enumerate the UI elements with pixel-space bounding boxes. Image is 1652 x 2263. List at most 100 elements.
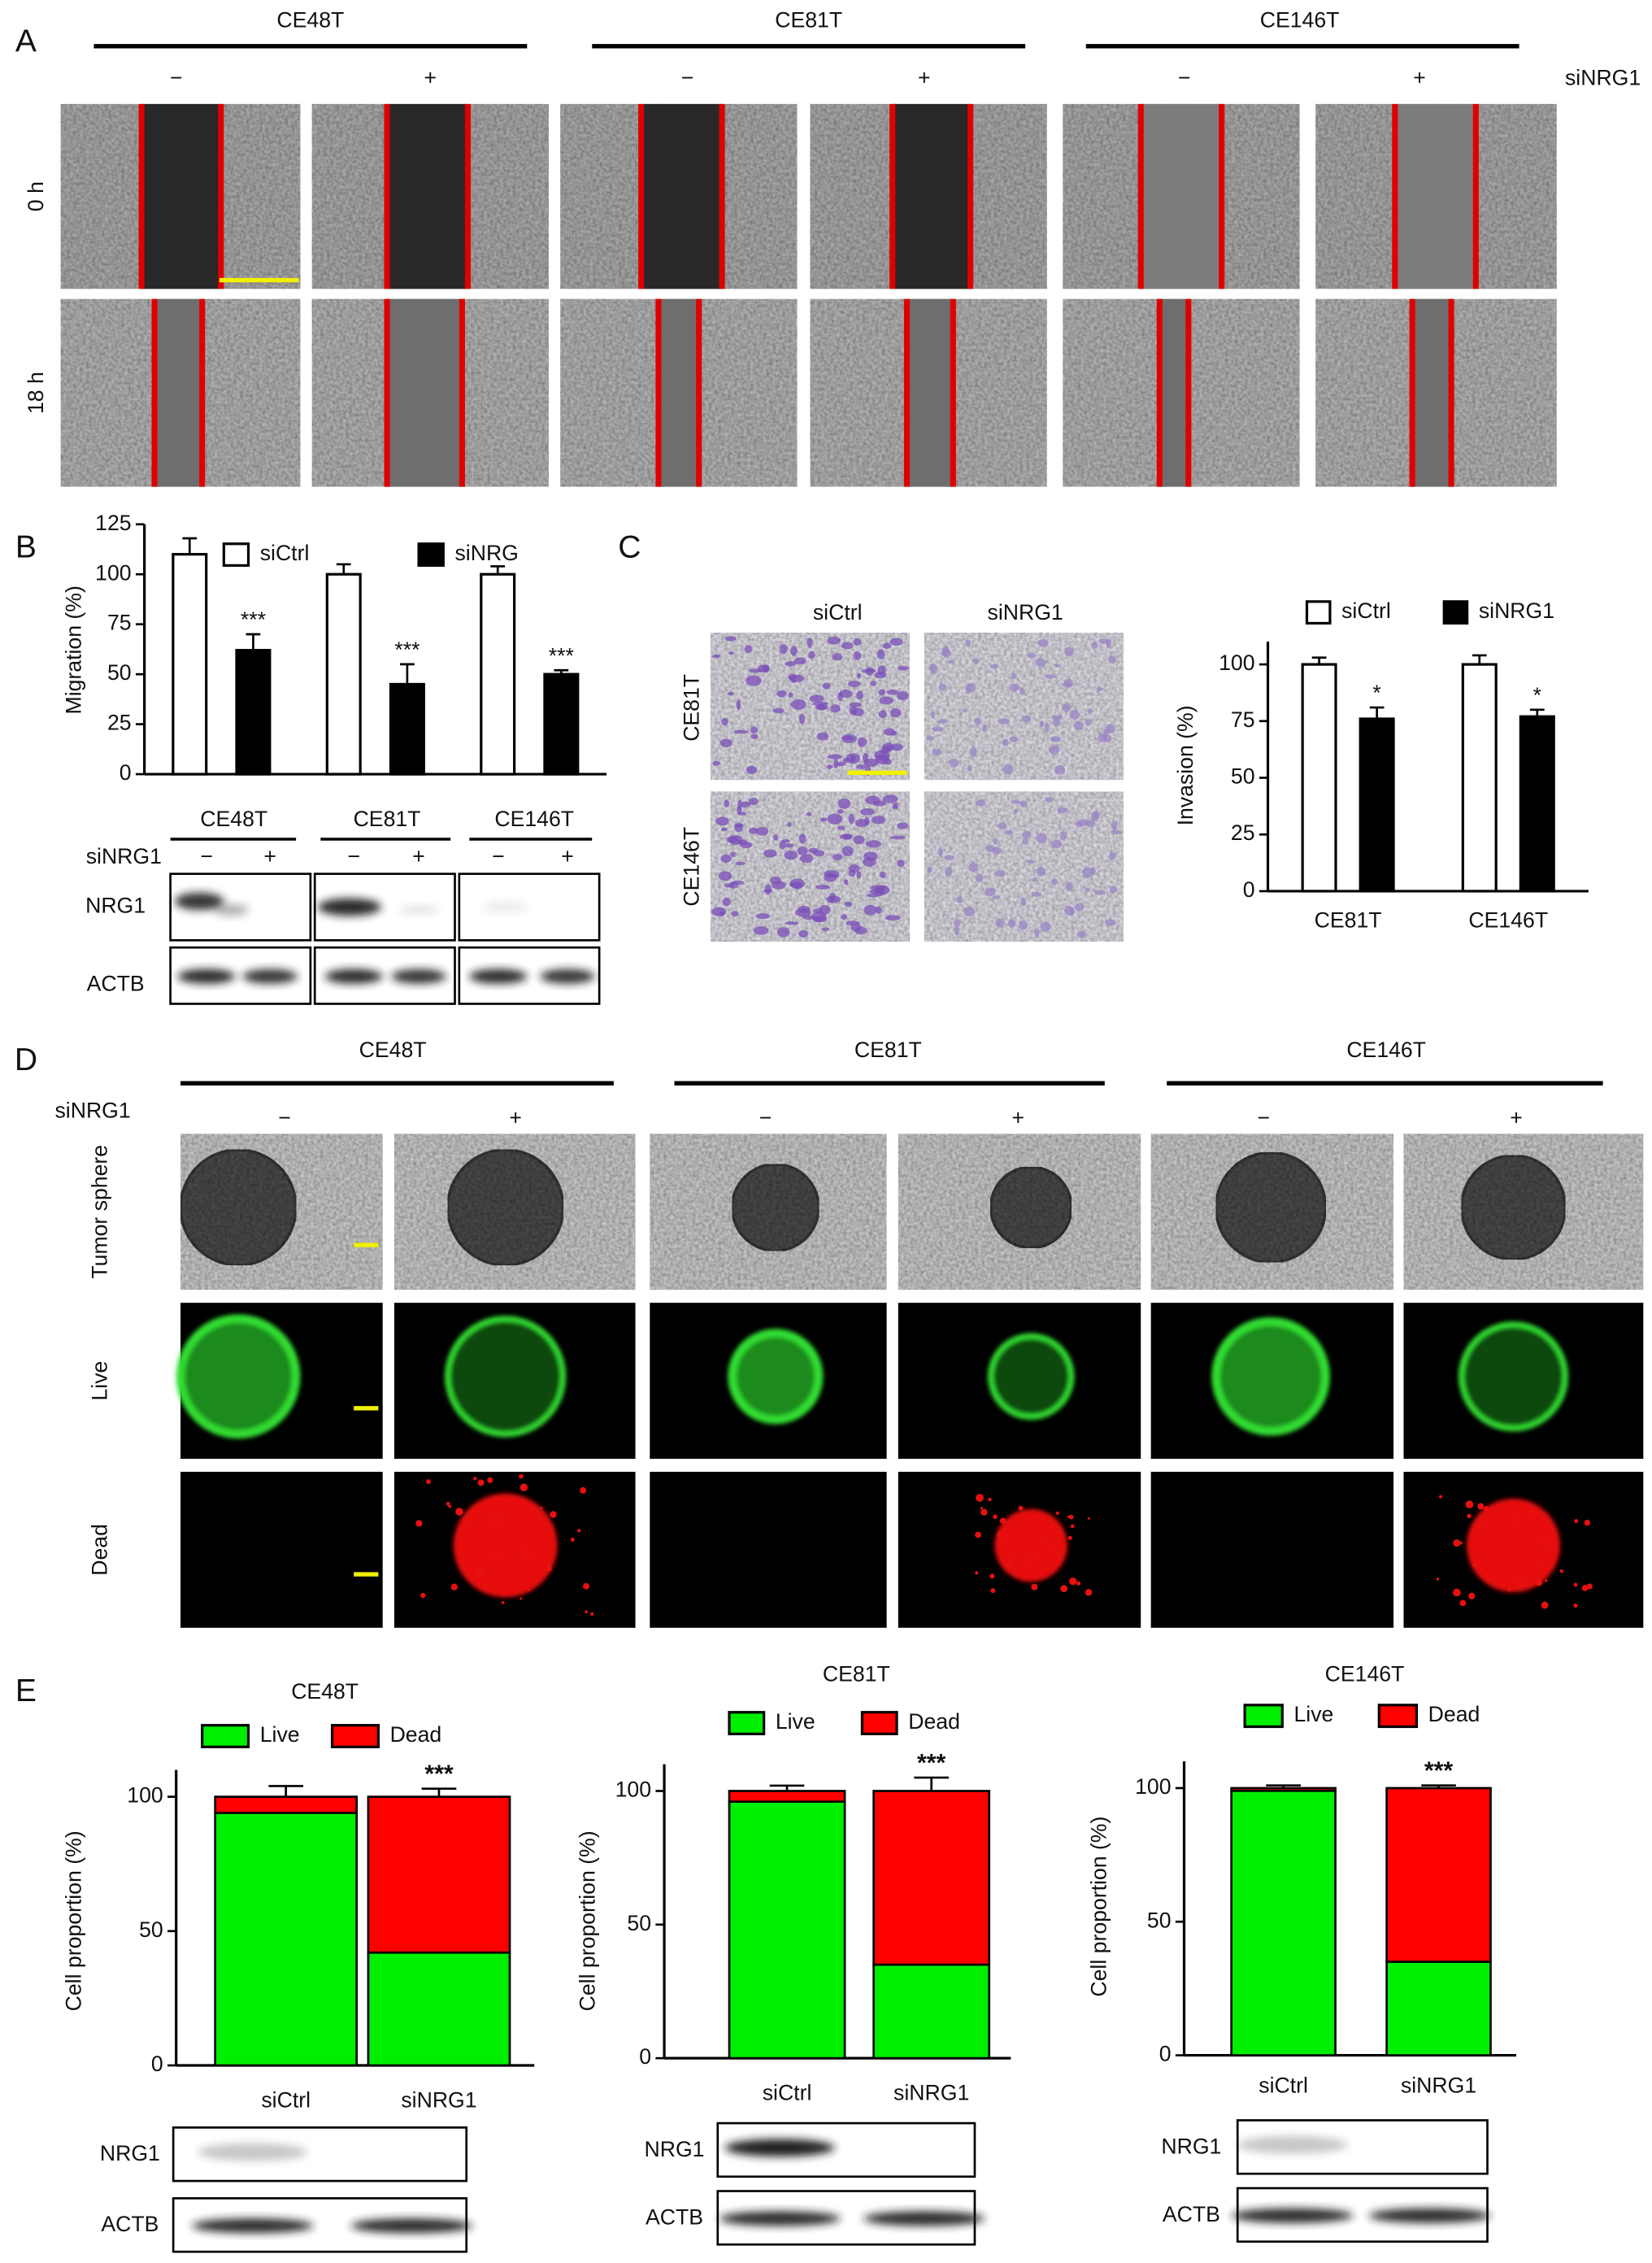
invaded-cell <box>795 908 811 917</box>
invaded-cell <box>926 735 934 741</box>
dead-cell <box>1018 1505 1024 1511</box>
invaded-cell <box>892 805 899 810</box>
invaded-cell <box>1096 687 1104 691</box>
protein-label: ACTB <box>646 2204 703 2229</box>
blot-band <box>350 2218 472 2234</box>
dead-cell <box>1545 1579 1548 1582</box>
dead-cell <box>1465 1500 1474 1508</box>
invaded-cell <box>982 724 988 733</box>
y-tick-label: 0 <box>639 2044 651 2069</box>
invaded-cell <box>889 835 906 840</box>
invaded-cell <box>928 866 933 873</box>
dead-cell <box>976 1494 984 1502</box>
dead-cell <box>1535 1579 1542 1586</box>
protein-label: NRG1 <box>1161 2134 1221 2158</box>
invaded-cell <box>772 707 785 714</box>
dead-cell <box>1574 1519 1579 1524</box>
invaded-cell <box>788 692 793 698</box>
legend-label: Live <box>1293 1702 1333 1726</box>
x-tick-label: siNRG1 <box>1401 2074 1476 2098</box>
invaded-cell <box>967 765 972 771</box>
dead-cell <box>570 1538 575 1543</box>
invaded-cell <box>785 843 794 848</box>
invaded-cell <box>930 711 935 719</box>
invaded-cell <box>763 849 777 858</box>
invaded-cell <box>968 862 979 873</box>
invaded-cell <box>863 857 876 867</box>
invaded-cell <box>730 851 736 858</box>
invaded-cell <box>1036 833 1047 844</box>
panel-label: A <box>15 24 37 59</box>
treatment-sign: − <box>1178 66 1191 90</box>
invaded-cell <box>1044 722 1050 733</box>
cell-line-header: CE146T <box>1346 1038 1426 1062</box>
invaded-cell <box>737 812 746 816</box>
dead-cell <box>580 1486 587 1494</box>
bar <box>1301 663 1337 893</box>
invaded-cell <box>965 639 971 646</box>
invaded-cell <box>757 664 770 673</box>
invaded-cell <box>953 919 961 927</box>
live-stain <box>1211 1316 1330 1436</box>
treatment-label: siNRG1 <box>1565 66 1641 90</box>
y-tick-label: 0 <box>151 2052 163 2076</box>
chart-title: CE81T <box>823 1661 890 1686</box>
invaded-cell <box>932 726 944 732</box>
scratch-gap <box>641 103 723 289</box>
dead-cell <box>1069 1578 1077 1586</box>
treatment-sign: − <box>278 1106 291 1130</box>
invaded-cell <box>976 873 984 882</box>
invaded-cell <box>1009 737 1019 742</box>
invaded-cell <box>790 646 798 656</box>
y-tick-label: 100 <box>1219 651 1254 675</box>
invaded-cell <box>724 799 730 807</box>
invaded-cell <box>809 694 824 703</box>
invaded-cell <box>1098 733 1107 743</box>
invaded-cell <box>1085 719 1091 726</box>
invaded-cell <box>1027 652 1036 659</box>
dead-cell <box>489 1515 495 1521</box>
treatment-sign: + <box>509 1106 522 1130</box>
invaded-cell <box>844 879 849 886</box>
blot-band <box>192 2218 314 2234</box>
invaded-cell <box>856 690 864 700</box>
legend-label: Live <box>260 1722 300 1747</box>
invaded-cell <box>785 921 799 925</box>
dead-cell <box>527 1588 530 1591</box>
invaded-cell <box>1002 764 1014 775</box>
scratch-gap <box>906 298 954 487</box>
blot-band <box>198 2143 308 2161</box>
invaded-cell <box>865 840 882 848</box>
treatment-sign: − <box>200 844 213 868</box>
panel-label: B <box>15 529 37 564</box>
invaded-cell <box>850 923 862 932</box>
invaded-cell <box>963 907 976 916</box>
cell-line-header: CE146T <box>1260 8 1340 33</box>
bar <box>480 572 516 776</box>
invaded-cell <box>827 813 843 825</box>
invaded-cell <box>793 657 806 665</box>
dead-cell <box>585 1610 589 1614</box>
blot-band <box>242 968 298 984</box>
invaded-cell <box>941 646 950 657</box>
dead-cell <box>1037 1552 1041 1556</box>
invaded-cell <box>885 915 901 921</box>
invaded-cell <box>1111 820 1118 831</box>
invaded-cell <box>969 746 977 758</box>
x-tick-label: siNRG1 <box>401 2087 476 2112</box>
invaded-cell <box>756 913 770 920</box>
invaded-cell <box>779 841 786 850</box>
invaded-cell <box>748 797 759 806</box>
dead-cell <box>1005 1561 1012 1569</box>
dead-cell <box>1436 1578 1440 1581</box>
invaded-cell <box>1039 720 1045 728</box>
invaded-cell <box>773 834 779 841</box>
x-tick-label: CE48T <box>200 807 267 831</box>
invaded-cell <box>1054 664 1059 668</box>
invaded-cell <box>821 927 830 931</box>
treatment-sign: + <box>918 66 931 90</box>
y-axis-label: Invasion (%) <box>1173 705 1198 825</box>
dead-cell <box>1477 1503 1485 1510</box>
chart-title: CE48T <box>291 1679 359 1704</box>
bar-segment <box>214 1812 359 2067</box>
